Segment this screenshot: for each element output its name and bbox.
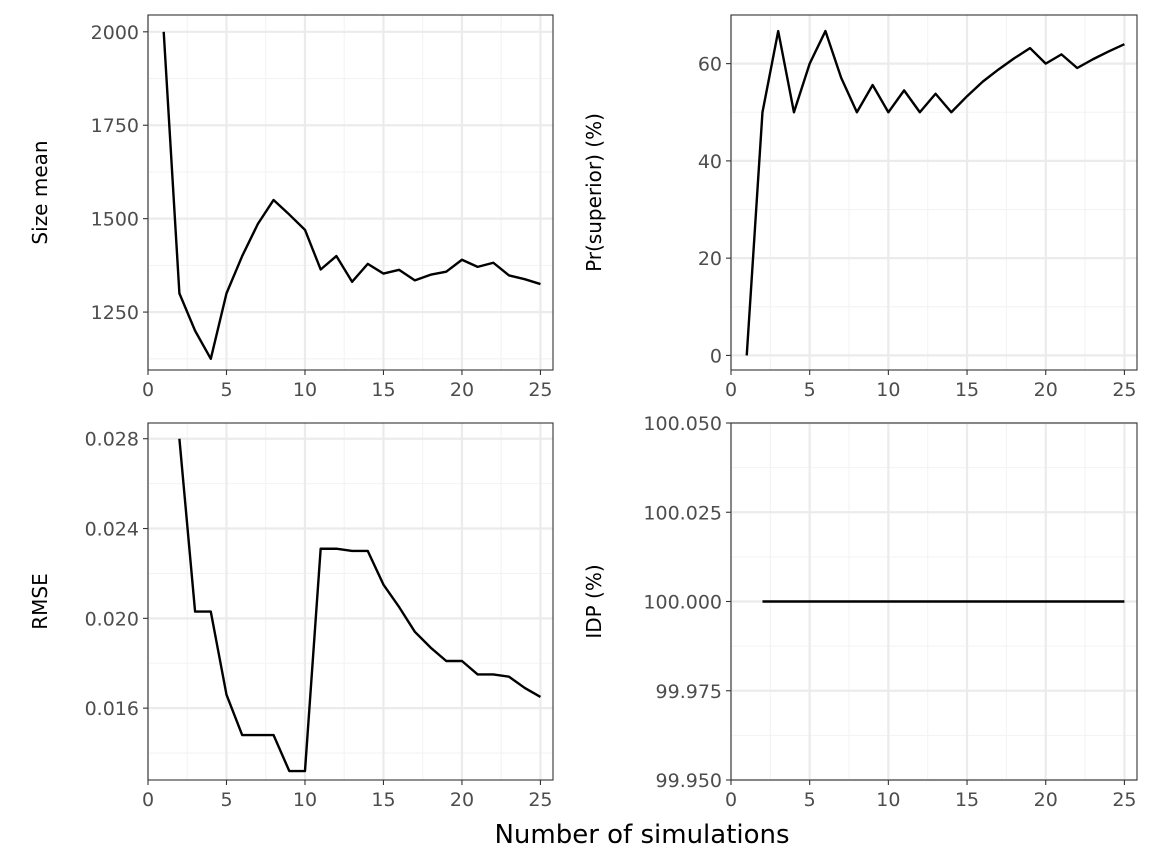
panel-border [147,422,554,781]
panel-border [147,14,554,371]
y-tick-label: 99.950 [656,770,722,792]
x-tick-label: 15 [371,379,395,401]
x-tick-label: 5 [804,379,816,401]
series-line-pr-superior [745,29,1125,356]
x-tick-label: 0 [142,379,154,401]
y-tick-label: 100.025 [643,502,722,524]
y-axis-title: Size mean [28,140,52,244]
y-tick-label: 60 [698,54,722,76]
y-tick-label: 1750 [91,115,139,137]
y-tick-label: 2000 [91,22,139,44]
series-line-rmse [178,438,542,773]
x-tick-label: 20 [1034,789,1058,811]
x-tick-label: 5 [804,789,816,811]
y-tick-label: 0.020 [85,608,139,630]
x-tick-label: 25 [1112,789,1136,811]
panel-background [148,15,553,370]
y-axis-title: RMSE [28,573,52,629]
x-tick-label: 0 [725,379,737,401]
y-tick-label: 20 [698,248,722,270]
y-axis-title: Pr(superior) (%) [582,113,606,272]
x-axis-title: Number of simulations [494,820,789,850]
x-tick-label: 20 [450,379,474,401]
y-tick-label: 1250 [91,302,139,324]
series-line-size-mean [162,31,541,360]
x-tick-label: 25 [528,789,552,811]
panel-background [731,15,1137,370]
y-tick-label: 0.016 [85,698,139,720]
x-tick-label: 25 [528,379,552,401]
x-tick-label: 5 [220,379,232,401]
x-tick-label: 10 [293,789,317,811]
x-tick-label: 0 [142,789,154,811]
y-axis-title: IDP (%) [582,564,606,638]
y-tick-label: 100.000 [643,592,722,614]
panel-background [148,423,553,780]
y-tick-label: 99.975 [656,681,722,703]
x-tick-label: 0 [725,789,737,811]
y-tick-label: 1500 [91,209,139,231]
panel-pr-superior: 0 5 10 15 20 25 0 20 40 60 Pr(superior) (%) [582,14,1138,401]
panel-border [730,14,1138,371]
y-tick-label: 0.024 [85,519,139,541]
x-tick-label: 25 [1112,379,1136,401]
y-tick-label: 100.050 [643,413,722,435]
x-tick-label: 15 [955,789,979,811]
x-tick-label: 15 [371,789,395,811]
x-tick-label: 10 [876,789,900,811]
panel-rmse: 0 5 10 15 20 25 0.016 0.020 0.024 0.028 RMSE [28,422,554,811]
x-tick-label: 20 [450,789,474,811]
panel-idp: 0 5 10 15 20 25 99.950 99.975 100.000 100.025 100.… [582,413,1138,811]
panel-size-mean: 0 5 10 15 20 25 1250 1500 1750 2000 Size mean [28,14,554,401]
x-tick-label: 10 [876,379,900,401]
y-tick-label: 40 [698,151,722,173]
y-tick-label: 0 [710,345,722,367]
y-tick-label: 0.028 [85,429,139,451]
x-tick-label: 10 [293,379,317,401]
x-tick-label: 15 [955,379,979,401]
x-tick-label: 5 [220,789,232,811]
x-tick-label: 20 [1034,379,1058,401]
